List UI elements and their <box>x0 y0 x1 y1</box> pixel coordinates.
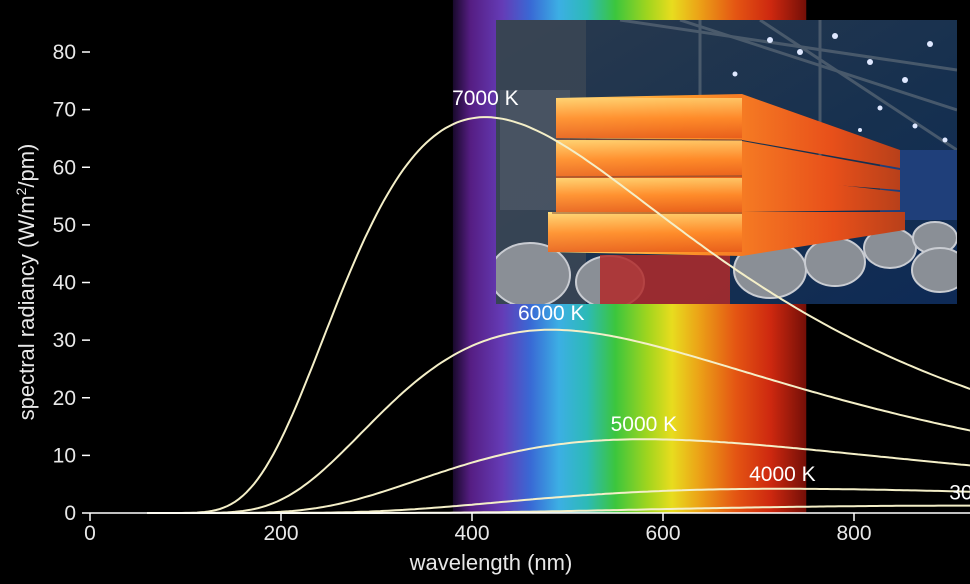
steel-mill-photo <box>496 20 957 304</box>
curve-labels: 7000 K 6000 K 5000 K 4000 K 3000 K <box>452 87 970 504</box>
x-tick-label: 200 <box>263 522 298 545</box>
curve-label-7000k: 7000 K <box>452 87 519 110</box>
y-tick-label: 30 <box>53 329 76 352</box>
curve-7000k <box>147 116 970 514</box>
y-tick-label: 10 <box>53 444 76 467</box>
y-tick-label: 70 <box>53 99 76 122</box>
x-axis-ticks: 02004006008001000120014001600 <box>84 513 872 545</box>
y-tick-label: 50 <box>53 214 76 237</box>
x-axis-label: wavelength (nm) <box>409 550 573 575</box>
x-tick-label: 800 <box>836 522 871 545</box>
y-axis-ticks: 0 10 20 30 40 50 60 70 80 <box>53 41 90 525</box>
x-tick-label: 600 <box>645 522 680 545</box>
curve-label-5000k: 5000 K <box>611 413 678 436</box>
curve-5000k <box>147 438 970 514</box>
x-tick-label: 0 <box>84 522 96 545</box>
curve-label-4000k: 4000 K <box>749 463 816 486</box>
y-tick-label: 40 <box>53 272 76 295</box>
curve-6000k <box>147 328 970 514</box>
y-tick-label: 60 <box>53 156 76 179</box>
x-tick-label: 400 <box>454 522 489 545</box>
y-tick-label: 0 <box>64 502 76 525</box>
curve-4000k <box>147 487 970 514</box>
curve-label-6000k: 6000 K <box>518 302 585 325</box>
y-axis-label: spectral radiancy (W/m2/pm) <box>13 144 39 421</box>
y-tick-label: 80 <box>53 41 76 64</box>
curve-label-3000k: 3000 K <box>949 482 970 505</box>
y-tick-label: 20 <box>53 387 76 410</box>
